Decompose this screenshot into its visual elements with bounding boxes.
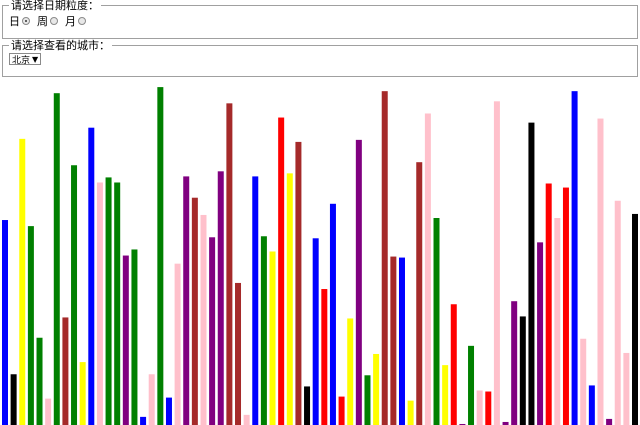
- date-granularity-group: 请选择日期粒度： 日 周 月: [2, 0, 638, 39]
- bar-46: [398, 257, 405, 425]
- bar-67: [580, 338, 587, 425]
- city-select[interactable]: 北京 ▼: [9, 53, 42, 66]
- bar-4: [36, 337, 43, 425]
- bar-21: [183, 176, 190, 425]
- radio-day[interactable]: 日: [9, 13, 30, 29]
- bar-7: [62, 317, 69, 425]
- bar-44: [381, 91, 388, 425]
- bar-32: [278, 117, 285, 425]
- bar-72: [623, 352, 630, 425]
- bar-9: [79, 362, 86, 425]
- radio-month-dot[interactable]: [78, 17, 86, 25]
- bar-55: [476, 390, 483, 425]
- bar-10: [88, 127, 95, 425]
- bar-16: [140, 416, 147, 425]
- bar-38: [329, 203, 336, 425]
- radio-week-label: 周: [37, 15, 48, 28]
- bar-5: [45, 398, 52, 425]
- bar-40: [347, 318, 354, 425]
- bar-0: [2, 220, 8, 425]
- bar-14: [122, 255, 129, 425]
- bar-49: [424, 113, 431, 425]
- bar-chart: [2, 87, 638, 425]
- bar-23: [200, 214, 207, 425]
- bar-26: [226, 103, 233, 425]
- bar-54: [468, 345, 475, 425]
- bar-73: [632, 213, 638, 425]
- bar-51: [442, 365, 449, 425]
- bar-39: [338, 396, 345, 425]
- date-granularity-legend: 请选择日期粒度：: [11, 0, 99, 12]
- bar-17: [148, 374, 155, 425]
- bar-20: [174, 263, 181, 425]
- radio-week[interactable]: 周: [37, 13, 58, 29]
- city-group: 请选择查看的城市： 北京 ▼: [2, 40, 638, 77]
- bar-43: [373, 353, 380, 425]
- city-legend: 请选择查看的城市：: [11, 39, 110, 52]
- bar-15: [131, 249, 138, 425]
- radio-day-label: 日: [9, 15, 20, 28]
- bar-66: [571, 91, 578, 425]
- bar-52: [450, 304, 457, 425]
- bar-2: [19, 138, 26, 425]
- bar-60: [519, 316, 526, 425]
- bar-27: [235, 282, 242, 425]
- bar-24: [209, 237, 216, 425]
- bar-41: [355, 139, 362, 425]
- bar-45: [390, 256, 397, 425]
- bar-64: [554, 218, 561, 425]
- radio-week-dot[interactable]: [50, 17, 58, 25]
- bar-18: [157, 87, 164, 425]
- chevron-down-icon: ▼: [32, 54, 39, 64]
- bar-62: [537, 242, 544, 425]
- radio-month[interactable]: 月: [65, 13, 86, 29]
- bar-42: [364, 375, 371, 425]
- bar-50: [433, 218, 440, 425]
- bar-1: [10, 374, 17, 425]
- bar-35: [304, 386, 311, 425]
- bar-69: [597, 118, 604, 425]
- bar-68: [588, 385, 595, 425]
- bar-56: [485, 391, 492, 425]
- bar-48: [416, 162, 423, 425]
- radio-day-dot[interactable]: [22, 17, 30, 25]
- bar-29: [252, 176, 259, 425]
- bar-6: [53, 93, 60, 425]
- bar-58: [502, 421, 509, 425]
- bar-63: [545, 183, 552, 425]
- bar-36: [312, 238, 319, 425]
- bar-22: [191, 197, 198, 425]
- bar-28: [243, 414, 250, 425]
- bar-65: [562, 187, 569, 425]
- bar-31: [269, 251, 276, 425]
- bar-59: [511, 301, 518, 425]
- bar-33: [286, 173, 293, 425]
- bar-19: [165, 397, 172, 425]
- bar-25: [217, 171, 224, 425]
- bar-12: [105, 177, 112, 425]
- city-select-value: 北京: [12, 55, 31, 66]
- bar-70: [606, 418, 613, 425]
- granularity-options: 日 周 月: [9, 12, 631, 30]
- bar-8: [71, 165, 78, 425]
- bar-37: [321, 289, 328, 425]
- radio-month-label: 月: [65, 15, 76, 28]
- bar-34: [295, 141, 302, 425]
- bar-61: [528, 122, 535, 425]
- bar-11: [96, 182, 103, 425]
- bar-57: [493, 101, 500, 425]
- bar-53: [459, 423, 466, 425]
- bar-47: [407, 400, 414, 425]
- bar-3: [27, 226, 34, 425]
- bar-13: [114, 182, 121, 425]
- bar-71: [614, 200, 621, 425]
- bar-30: [260, 236, 267, 425]
